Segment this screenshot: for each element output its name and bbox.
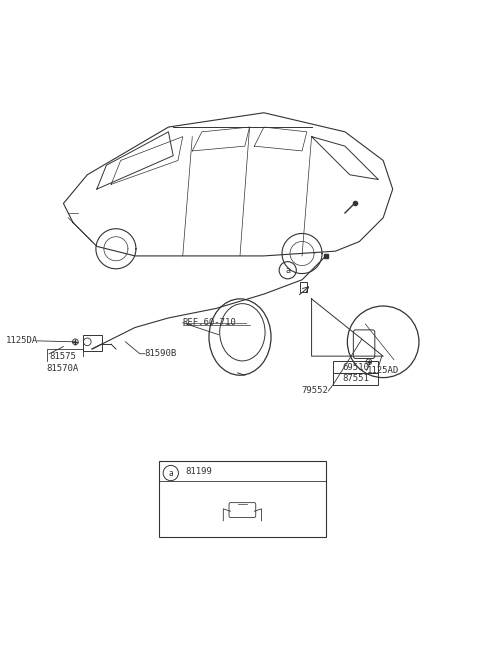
Text: 81575: 81575 [49,352,76,361]
Text: a: a [168,468,173,477]
Text: a: a [285,266,290,274]
Text: 81590B: 81590B [144,349,177,358]
Text: 81570A: 81570A [47,364,79,373]
Bar [159,461,326,538]
Text: 87551: 87551 [342,374,369,383]
Bar [333,373,378,384]
Text: REF.60-710: REF.60-710 [183,318,237,328]
Text: 81199: 81199 [185,467,212,476]
Text: 1125DA: 1125DA [6,337,38,345]
Text: 79552: 79552 [301,386,328,396]
Text: 1125AD: 1125AD [366,366,399,375]
Bar [333,361,378,373]
Text: 69510: 69510 [342,363,369,371]
